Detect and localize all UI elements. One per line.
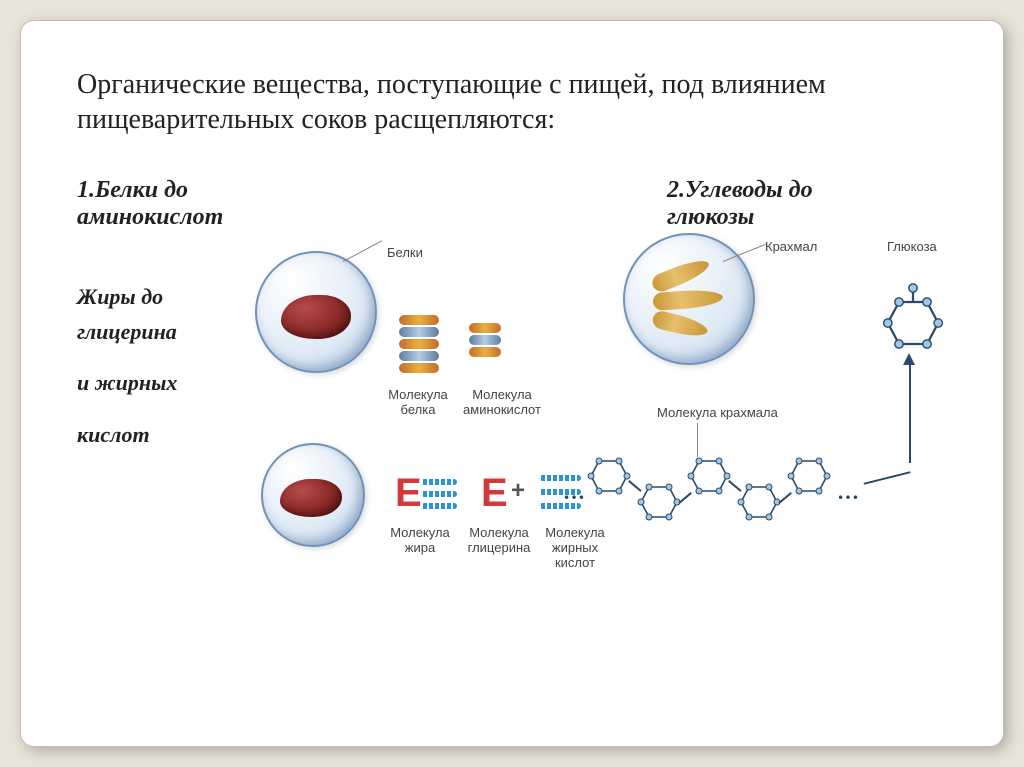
label-proteins: Белки [387, 245, 423, 260]
wavy-3 [421, 503, 457, 509]
glycerol-molecule-icon: E [481, 473, 508, 513]
arrow-stem [909, 363, 911, 463]
fats-line-1: Жиры до глицерина [77, 279, 252, 349]
meat-icon [281, 295, 351, 339]
label-mol-fatty: Молекула жирных кислот [539, 525, 611, 570]
ptr-protein [343, 240, 382, 262]
glucose-hex [885, 299, 941, 347]
plus-icon: + [511, 477, 525, 505]
arrow-up-icon [903, 353, 915, 365]
dots-left: … [563, 479, 587, 505]
label-glucose: Глюкоза [887, 239, 937, 254]
hex-1 [589, 459, 629, 493]
label-mol-glycerol: Молекула глицерина [463, 525, 535, 555]
label-mol-amino: Молекула аминокислот [457, 387, 547, 417]
intro-text: Органические вещества, поступающие с пищ… [77, 67, 947, 137]
wavy-2 [421, 491, 457, 497]
point-fats: Жиры до глицерина и жирных кислот [77, 279, 252, 468]
meat-icon-2 [280, 479, 342, 517]
point-carbs: 2.Углеводы до глюкозы [667, 177, 887, 231]
label-mol-protein: Молекула белка [383, 387, 453, 417]
ptr-starch-mol [697, 423, 698, 457]
hex-3 [689, 459, 729, 493]
fat-molecule-icon: E [395, 473, 422, 513]
hex-4 [739, 485, 779, 519]
starch-lens [623, 233, 755, 365]
amino-molecule-icon [469, 323, 501, 371]
fats-line-2: и жирных [77, 365, 252, 400]
points-row: 1.Белки до аминокислот 2.Углеводы до глю… [77, 177, 947, 231]
protein-molecule-icon [399, 315, 439, 377]
hex-5 [789, 459, 829, 493]
protein-lens [255, 251, 377, 373]
slide-frame: Органические вещества, поступающие с пищ… [20, 20, 1004, 747]
diagram-area: Жиры до глицерина и жирных кислот Белки … [77, 245, 947, 625]
dots-right: … [837, 479, 861, 505]
fat-lens [261, 443, 365, 547]
fats-line-3: кислот [77, 417, 252, 452]
point-proteins: 1.Белки до аминокислот [77, 177, 337, 231]
wavy-1 [421, 479, 457, 485]
label-starch: Крахмал [765, 239, 817, 254]
label-mol-starch: Молекула крахмала [657, 405, 778, 420]
hex-2 [639, 485, 679, 519]
label-mol-fat: Молекула жира [385, 525, 455, 555]
